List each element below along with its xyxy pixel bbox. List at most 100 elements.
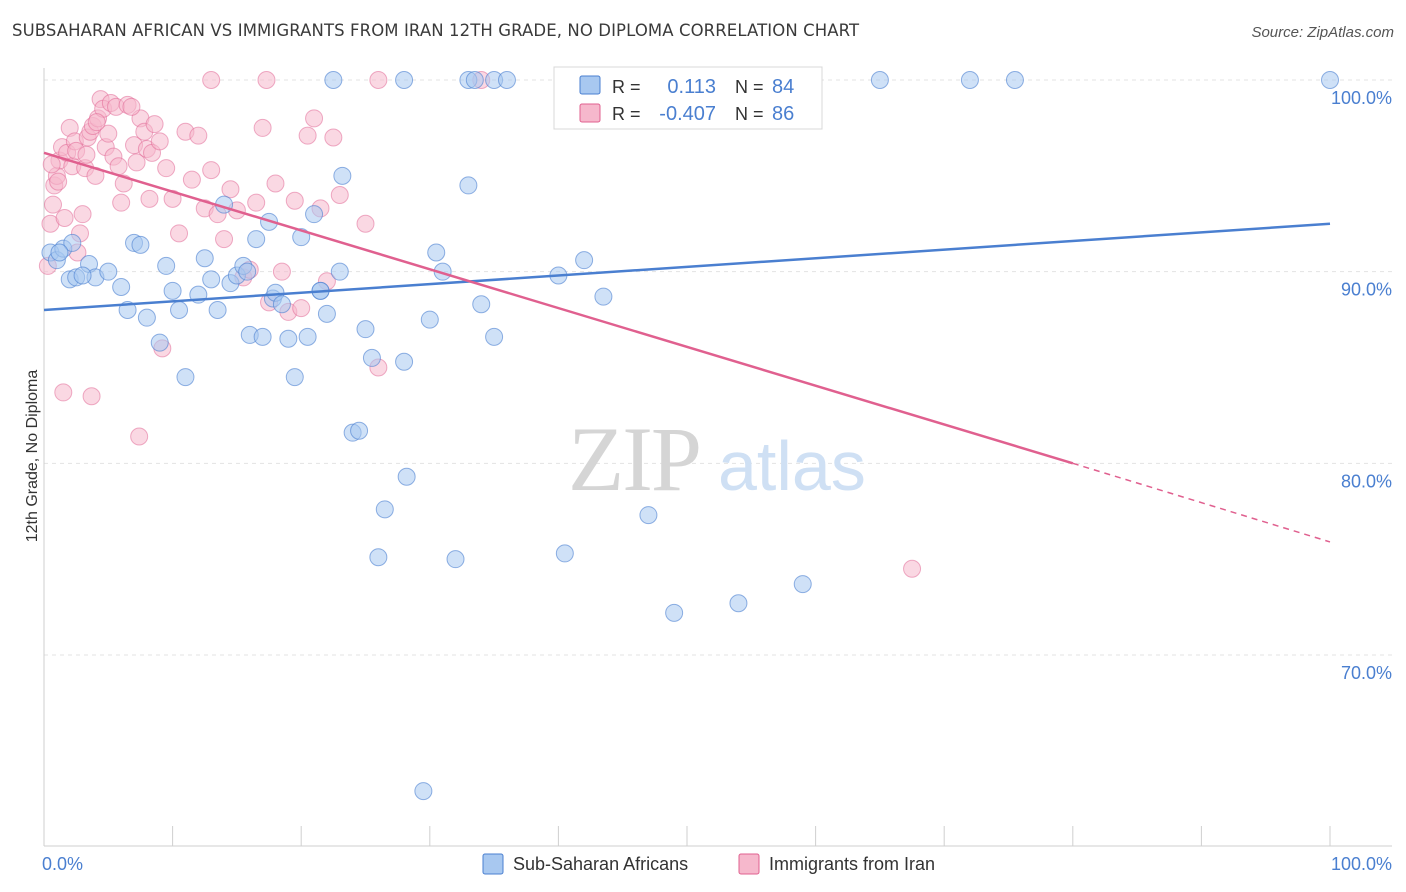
iran-point (272, 262, 291, 281)
subsaharan-point (793, 575, 812, 594)
n-value-pink: 86 (772, 103, 794, 125)
subsaharan-point (397, 467, 416, 486)
subsaharan-point (73, 266, 92, 285)
iran-point (285, 191, 304, 210)
iran-point (150, 132, 169, 151)
watermark-zip: ZIP (568, 408, 700, 510)
subsaharan-point (485, 327, 504, 346)
subsaharan-trend-line (43, 222, 1331, 312)
subsaharan-point (247, 230, 266, 249)
subsaharan-point (238, 262, 257, 281)
iran-point (221, 180, 240, 199)
subsaharan-point (163, 281, 182, 300)
subsaharan-point (497, 71, 516, 89)
trend-lines (43, 151, 1331, 543)
iran-points (38, 71, 922, 578)
subsaharan-point (202, 270, 221, 289)
iran-point (130, 427, 149, 446)
iran-point (189, 126, 208, 145)
subsaharan-point (555, 544, 574, 563)
iran-point (305, 109, 324, 128)
subsaharan-point (298, 327, 317, 346)
bottom-legend: Sub-Saharan Africans Immigrants from Ira… (482, 853, 935, 875)
subsaharan-point (195, 249, 214, 268)
iran-point (77, 145, 96, 164)
subsaharan-point (414, 782, 433, 801)
subsaharan-point (170, 301, 189, 319)
bottom-legend-swatch-blue (482, 853, 504, 875)
subsaharan-points (41, 71, 1339, 801)
subsaharan-point (420, 310, 439, 329)
iran-point (247, 193, 266, 212)
stats-legend: R = 0.113 N = 84 R = -0.407 N = 86 (553, 66, 823, 130)
iran-point (49, 172, 68, 191)
subsaharan-point (594, 287, 613, 306)
subsaharan-point (459, 176, 478, 195)
iran-point (202, 161, 221, 180)
subsaharan-point (285, 368, 304, 387)
subsaharan-point (472, 295, 491, 314)
iran-point (163, 189, 182, 208)
n-label-pink: N = (735, 104, 764, 124)
subsaharan-point (465, 71, 484, 89)
subsaharan-point (960, 71, 979, 89)
subsaharan-point (63, 233, 82, 252)
iran-point (109, 157, 128, 176)
y-axis-label: 12th Grade, No Diploma (24, 370, 41, 543)
y-tick-label: 80.0% (1341, 471, 1392, 491)
legend-swatch-pink (579, 103, 601, 123)
subsaharan-point (350, 421, 369, 440)
subsaharan-point (131, 235, 150, 254)
subsaharan-point (870, 71, 889, 89)
bottom-legend-swatch-pink (738, 853, 760, 875)
iran-point (145, 115, 164, 134)
r-label-blue: R = (612, 77, 641, 97)
iran-point (73, 205, 92, 224)
subsaharan-point (395, 352, 414, 371)
legend-swatch-blue (579, 75, 601, 95)
subsaharan-point (208, 301, 227, 319)
subsaharan-point (729, 594, 748, 613)
iran-point (42, 155, 61, 174)
iran-point (202, 71, 221, 89)
iran-trend-line (43, 151, 1074, 465)
iran-point (298, 126, 317, 145)
iran-point (112, 193, 131, 212)
iran-point (122, 97, 141, 116)
r-label-pink: R = (612, 104, 641, 124)
iran-point (257, 71, 276, 89)
subsaharan-point (112, 278, 131, 296)
iran-point (356, 214, 375, 233)
subsaharan-point (176, 368, 195, 387)
subsaharan-point (324, 71, 343, 89)
n-label-blue: N = (735, 77, 764, 97)
iran-point (157, 159, 176, 178)
subsaharan-point (272, 295, 291, 314)
r-value-pink: -0.407 (659, 103, 716, 125)
n-value-blue: 84 (772, 76, 794, 98)
subsaharan-point (157, 256, 176, 275)
subsaharan-point (150, 333, 169, 352)
iran-point (215, 230, 234, 249)
subsaharan-point (1321, 71, 1339, 89)
iran-point (127, 153, 146, 172)
x-tick-labels: 0.0% 100.0% (42, 854, 1392, 874)
subsaharan-point (427, 243, 446, 262)
y-tick-label: 70.0% (1341, 663, 1392, 683)
subsaharan-point (639, 506, 658, 525)
gridlines (44, 79, 1392, 656)
subsaharan-point (253, 327, 272, 346)
iran-trend-line-extension (1072, 462, 1331, 543)
y-tick-label: 100.0% (1331, 88, 1392, 108)
subsaharan-point (333, 166, 352, 185)
subsaharan-point (99, 262, 118, 281)
subsaharan-point (575, 251, 594, 270)
iran-point (140, 189, 159, 208)
iran-point (87, 113, 106, 132)
iran-point (55, 209, 74, 227)
iran-point (369, 71, 388, 89)
iran-point (170, 224, 189, 243)
iran-point (324, 128, 343, 147)
y-tick-labels: 100.0% 90.0% 80.0% 70.0% (1331, 88, 1392, 683)
